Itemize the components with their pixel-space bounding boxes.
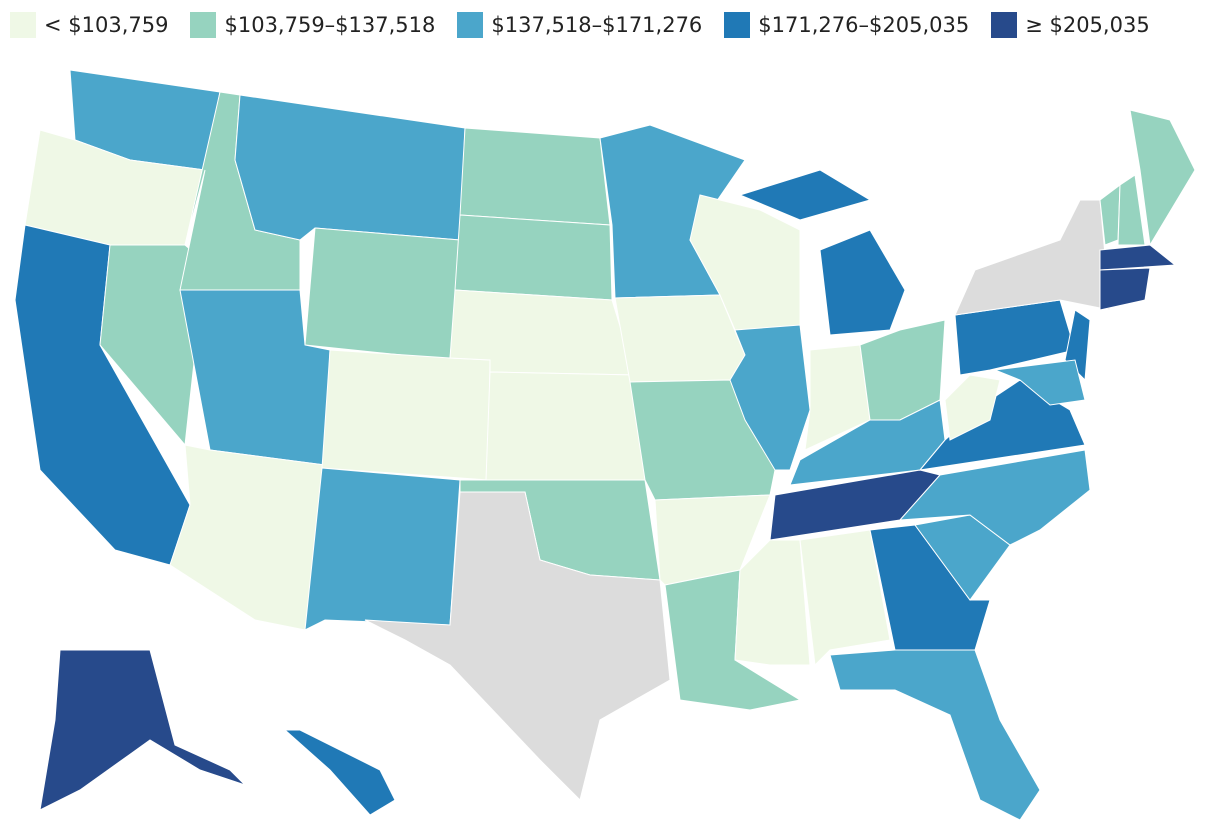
state (789, 399, 946, 486)
legend: < $103,759 $103,759–$137,518 $137,518–$171… (10, 12, 1150, 38)
state (283, 729, 396, 816)
state (321, 349, 491, 481)
state (39, 649, 246, 811)
legend-item: $103,759–$137,518 (190, 12, 435, 38)
state (689, 194, 801, 331)
state (994, 359, 1086, 406)
state (819, 229, 906, 336)
state (954, 199, 1111, 316)
legend-item: $137,518–$171,276 (457, 12, 702, 38)
legend-swatch (457, 12, 484, 38)
state (169, 444, 326, 631)
legend-label: $137,518–$171,276 (491, 13, 703, 37)
state (804, 344, 871, 451)
legend-item: $171,276–$205,035 (724, 12, 969, 38)
state (799, 529, 891, 667)
state (898, 449, 1091, 546)
state (459, 127, 611, 226)
legend-label: $103,759–$137,518 (224, 13, 436, 37)
legend-swatch (724, 12, 751, 38)
state (234, 94, 466, 241)
state (1099, 267, 1151, 311)
state (1117, 174, 1146, 246)
legend-label: < $103,759 (44, 13, 169, 37)
legend-swatch (190, 12, 217, 38)
state (364, 491, 671, 801)
state (1129, 109, 1196, 247)
state (734, 539, 811, 666)
legend-swatch (991, 12, 1018, 38)
state (944, 374, 1001, 441)
legend-label: ≥ $205,035 (1025, 13, 1150, 37)
state (729, 324, 811, 471)
legend-item: < $103,759 (10, 12, 168, 38)
legend-label: $171,276–$205,035 (758, 13, 970, 37)
state (454, 214, 613, 301)
state (829, 649, 1041, 821)
state (304, 227, 461, 361)
state (1099, 244, 1177, 271)
legend-swatch (10, 12, 36, 38)
state (485, 371, 646, 481)
legend-item: ≥ $205,035 (991, 12, 1150, 38)
state (304, 467, 461, 631)
state (738, 169, 872, 221)
